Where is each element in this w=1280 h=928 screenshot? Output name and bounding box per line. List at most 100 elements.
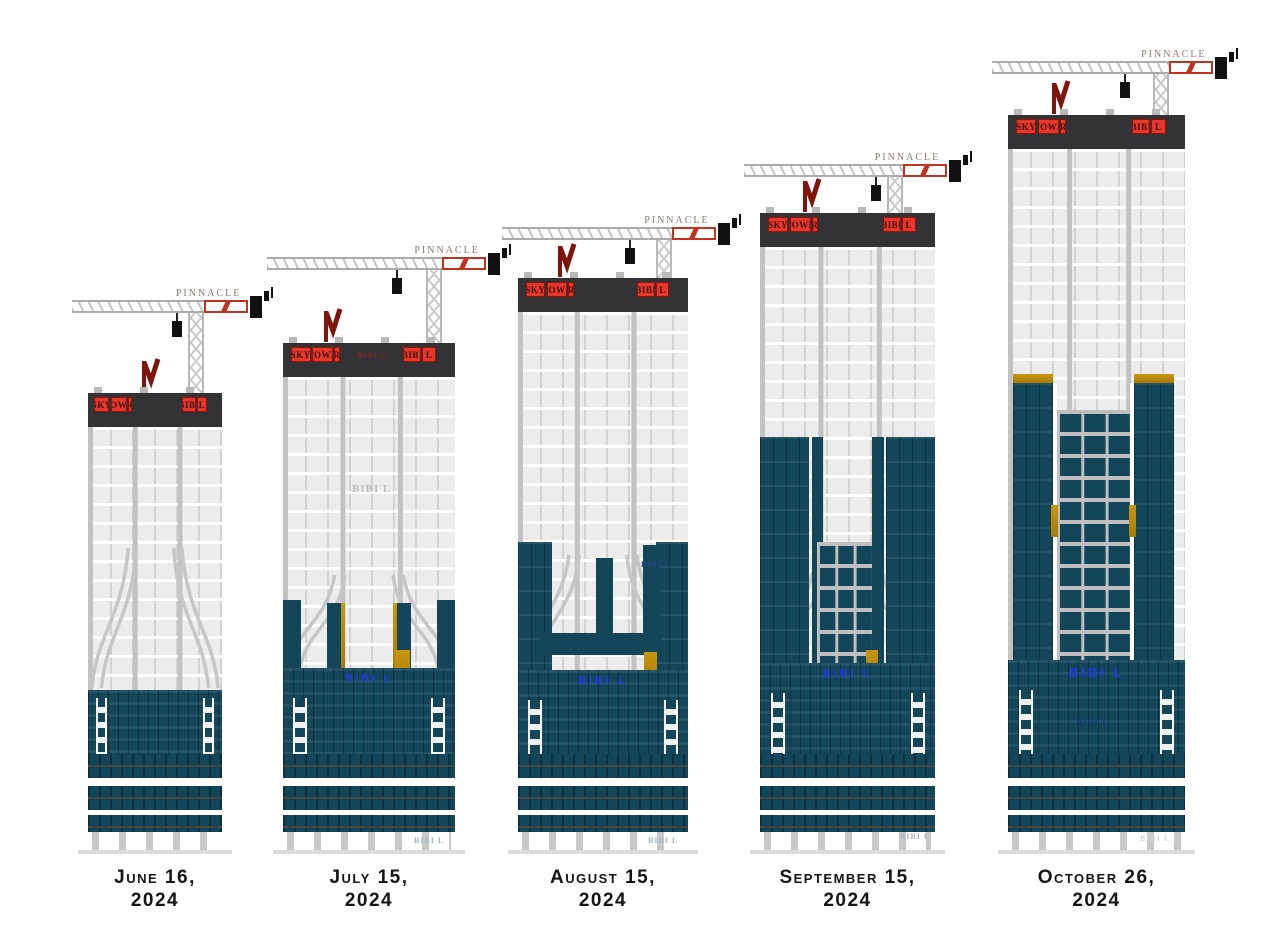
cladding-teal-lines [1013,383,1053,662]
crane-mast [426,270,443,343]
pinnacle-label: PINNACLE [644,215,710,226]
core-band [88,690,222,754]
podium-row [283,754,455,778]
cladding-gold [341,603,345,668]
podium-row [518,754,688,778]
crane-counterjib [902,164,947,177]
cladding-teal [283,600,301,668]
sign-panel-r: R [127,397,133,412]
sign-panel-towe: TOWE [312,347,333,362]
sign-panel-towe: TOWE [789,217,811,232]
crane-mast [187,313,204,393]
sign-panel-bibi: BIBI [1131,119,1151,134]
core-band: BIBI L [1008,660,1185,754]
podium-row [88,786,222,810]
crane-counterjib [442,257,487,270]
rebar-stubs [289,337,449,343]
sign-panel-bibi: BIBI [403,347,422,362]
ground-line [508,850,698,854]
sign-panel-sky: SKY [767,217,788,232]
rebar-stubs [1014,109,1179,115]
cladding-teal [872,437,884,663]
stilts [1012,832,1181,850]
podium-row [518,815,688,832]
cladding-teal [437,600,455,668]
pinnacle-label: PINNACLE [414,245,480,256]
crane-counterweight-icon [732,218,738,228]
side-ladder [664,700,678,754]
crane-mast [656,240,673,278]
core-label: BIBI L [1068,665,1125,680]
stilts [764,832,931,850]
cladding-teal-lines [886,437,935,663]
crane-counterjib [203,300,248,313]
podium-row [283,786,455,810]
core-label: BIBI L [345,673,393,684]
crane-hook-cable [1123,74,1126,82]
crane-counterweight-icon [488,253,501,275]
sign-panel-l: L [655,282,670,297]
sign-panel-sky: SKY [1015,119,1037,134]
pinnacle-label: PINNACLE [1141,49,1207,60]
crane-counterjib [1169,61,1214,74]
watermark-label: BIBI L [352,483,392,495]
cladding-gold [1013,374,1053,383]
side-ladder [430,698,445,754]
crane-hook-icon [1119,82,1130,98]
watermark-label: BIBI L [900,832,931,841]
crane-counterweight-icon [249,296,262,318]
crane-counterweight-icon [962,155,968,165]
cladding-teal [643,545,660,652]
podium-row [88,754,222,778]
flare-structure [90,547,220,689]
podium-row [760,815,935,832]
pinnacle-label: PINNACLE [874,152,941,163]
sign-panel-l: L [1151,119,1166,134]
flag-icon [141,358,161,392]
rebar-stubs [524,272,682,278]
crane-hook-cable [874,177,877,185]
watermark-label: BIBI L [1140,834,1171,843]
crane-mast [886,177,903,213]
sign-panel-r: R [811,217,818,232]
sign-panel-bibi: BIBI [882,217,901,232]
crane-hook-cable [629,240,632,248]
ground-line [273,850,465,854]
flag-icon [1051,80,1071,114]
podium-row [1008,754,1185,778]
side-ladder [203,698,214,754]
podium-row [760,754,935,778]
structure-grid [283,377,455,668]
sign-panel-l: L [422,347,437,362]
cladding-gold [1129,505,1136,537]
crane-hook-icon [625,248,636,264]
sign-panel-towe: TOWE [1038,119,1060,134]
crane-hook-cable [175,313,178,321]
crane-jib [72,300,204,313]
crane-counterweight-icon [718,223,731,245]
podium-row [283,815,455,832]
crane-jib [267,257,443,270]
crane-hook-icon [391,278,402,294]
date-label: June 16, 2024 [114,867,196,911]
crane-jib [992,61,1170,74]
side-ladder [96,698,107,754]
cladding-ladder-teal [1057,410,1130,662]
watermark-label: BIBI L [1076,716,1110,726]
cladding-gold [1134,374,1174,383]
flare-structure [286,574,452,668]
crane-counterweight-icon [263,291,269,301]
cladding-teal-lines [760,437,809,663]
crane-jib [502,227,673,240]
sign-panel-r: R [568,282,575,297]
crane-hook-icon [171,321,182,337]
rebar-stubs [766,207,929,213]
sign-panel-bibi: BIBI [637,282,655,297]
crane-counterweight-icon [739,214,742,225]
sign-panel-r: R [333,347,340,362]
flag-icon [323,308,343,342]
ground-line [750,850,945,854]
